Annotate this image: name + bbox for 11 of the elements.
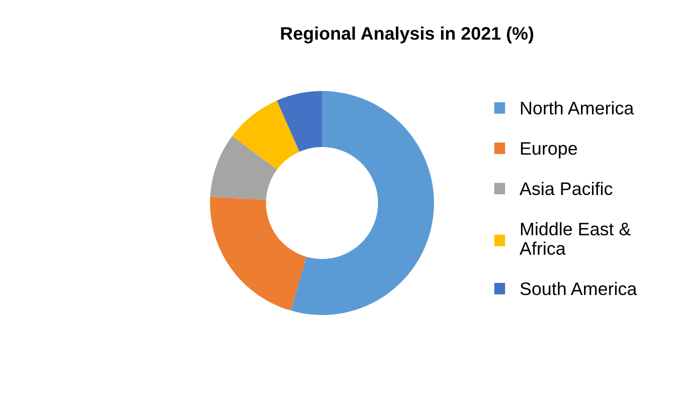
donut-slice [210, 136, 278, 200]
legend-label: Asia Pacific [520, 182, 612, 196]
donut-slice [232, 100, 300, 170]
donut-slice [276, 91, 322, 152]
legend-label: Middle East & Africa [520, 222, 631, 255]
legend-label: North America [521, 101, 634, 115]
legend-label: South America [520, 282, 637, 296]
legend-label: Europe [521, 142, 577, 158]
donut-slice [210, 196, 306, 311]
donut-slice [290, 91, 434, 315]
chart-title: Regional Analysis in 2021 (%) [281, 26, 534, 44]
